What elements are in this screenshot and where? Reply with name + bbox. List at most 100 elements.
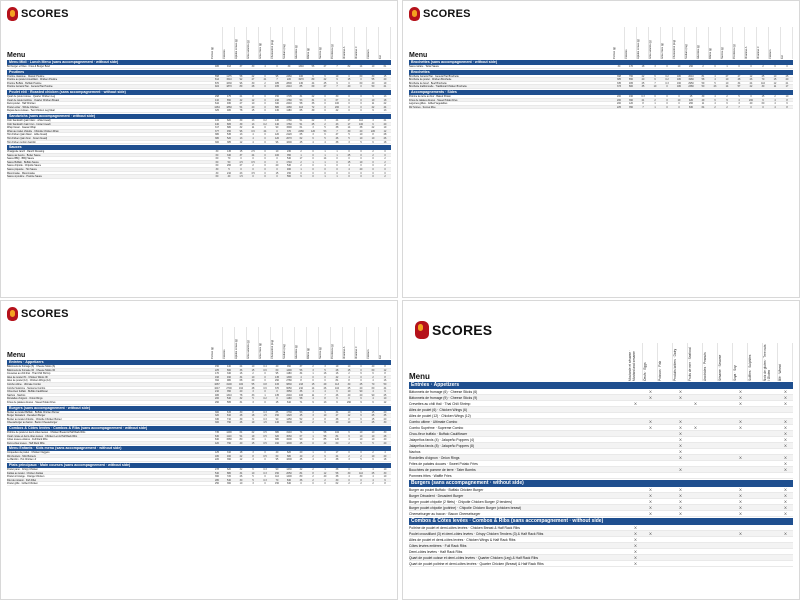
allergen-mark: X — [784, 487, 787, 492]
nutrition-value: 6 — [360, 414, 362, 418]
nutrition-value: 37 — [299, 365, 303, 368]
nutrition-value: 12 — [773, 81, 777, 85]
nutrition-value: 96 — [275, 140, 279, 144]
nutrition-value: 650 — [629, 78, 633, 82]
nutrition-value: 4 — [300, 375, 302, 379]
nutrition-value: 19 — [335, 365, 339, 368]
nutrition-value: 3200 — [286, 438, 292, 442]
item-values: 630 1110 54 19 0.5 320 3060 67 1 58 84 6 10 10 28 — [167, 435, 391, 438]
nutrition-value: 34 — [239, 471, 243, 475]
nutrition-value: 420 — [689, 98, 693, 102]
column-header: Arachides · Peanuts — [703, 343, 718, 381]
item-name: Jalapeños farcis (8) · Jalapeño Poppers … — [409, 444, 475, 448]
allergen-mark — [763, 505, 778, 510]
nutrition-value: 2 — [384, 160, 386, 164]
column-header: Moutarde et sésame · Mustard and sesame — [628, 343, 643, 381]
menu-title: Menu — [409, 52, 428, 59]
scores-logo-icon — [415, 321, 429, 339]
nutrition-value: 2950 — [688, 81, 694, 85]
nutrition-value: 102 — [335, 430, 339, 434]
column-header: Sulfites · Sulphites — [748, 343, 763, 381]
nutrition-value: 0 — [654, 94, 656, 98]
allergen-mark — [673, 407, 688, 412]
nutrition-value: 15 — [773, 78, 777, 82]
allergen-mark: X — [694, 425, 697, 430]
allergen-mark — [658, 461, 673, 466]
nutrition-value: 54 — [239, 434, 243, 438]
allergen-mark — [763, 395, 778, 400]
nutrition-value: 17 — [785, 85, 789, 89]
nutrition-value: 51 — [299, 118, 303, 122]
nutrition-value: 420 — [215, 441, 219, 445]
table-row: Côtes levées entières · Full Rack Ribs 84… — [7, 438, 391, 442]
nutrition-value: 25 — [761, 74, 765, 78]
nutrition-value: 540 — [227, 397, 231, 401]
allergen-mark — [733, 543, 748, 548]
nutrition-value: 11 — [311, 393, 315, 397]
nutrition-value: 10 — [371, 434, 375, 438]
nutrition-value: 4.5 — [239, 160, 243, 164]
nutrition-value: 3 — [252, 400, 254, 404]
nutrition-value: 650 — [227, 98, 231, 102]
nutrition-value: 0 — [348, 81, 350, 85]
nutrition-value: 30 — [359, 475, 363, 479]
nutrition-value: 4 — [312, 390, 314, 394]
nutrition-value: 10 — [347, 410, 351, 414]
column-header: Fruits de mer · Seafood — [688, 343, 703, 381]
item-name: Burger au poulet Buffalo · Buffalo Chick… — [7, 410, 60, 414]
table-row: Hot chicken (pain blanc · white bread) 38… — [7, 133, 391, 137]
allergen-mark — [628, 431, 643, 436]
nutrition-value: 2460 — [286, 74, 292, 78]
nutrition-value: 3 — [654, 65, 656, 68]
item-name: Sauce piquante · Hot Sauce — [7, 168, 37, 171]
column-header: Sucres (g) — [319, 327, 331, 359]
nutrition-value: 24 — [335, 454, 339, 458]
item-name: Sauce Buffalo · Buffalo Sauce — [7, 160, 39, 164]
column-header: Portion (g) — [211, 327, 223, 359]
nutrition-value: 280 — [215, 478, 219, 482]
nutrition-value: 390 — [629, 98, 633, 102]
allergen-mark — [688, 389, 703, 394]
allergen-mark — [703, 455, 718, 460]
allergen-mark — [763, 425, 778, 430]
nutrition-value: 220 — [371, 129, 375, 133]
item-name: Bâtonnets de fromage (6) · Cheese Sticks… — [7, 365, 56, 368]
nutrition-value: 340 — [227, 153, 231, 157]
nutrition-value: 0 — [750, 65, 752, 68]
nutrition-value: 2 — [726, 105, 728, 109]
nutrition-value: 16 — [323, 372, 327, 376]
allergen-mark — [748, 395, 763, 400]
nutrition-value: 0 — [264, 475, 266, 479]
nutrition-value: 60 — [215, 153, 219, 157]
allergen-mark — [778, 549, 793, 554]
item-values: 220 390 12 4 0 95 1600 45 4 4 38 3 5 6 18 — [167, 458, 391, 461]
nutrition-value: 1970 — [298, 78, 304, 82]
column-header: Protéines (g) — [733, 27, 745, 59]
nutrition-value: 0.3 — [263, 471, 267, 475]
allergen-mark — [688, 461, 703, 466]
nutrition-value: 8 — [324, 397, 326, 401]
nutrition-value: 80 — [299, 475, 303, 479]
table-row: Riz Scores · Scores Rice 225 350 7 1 0 0 830 64 2… — [409, 105, 793, 110]
nutrition-value: 42 — [239, 98, 243, 102]
table-row: Croquettes de poulet · Chicken Nuggets 12… — [7, 451, 391, 455]
nutrition-value: 11 — [701, 102, 705, 106]
nutrition-value: 3100 — [226, 382, 232, 386]
item-name: Ailes de poulet (12) · Chicken Wings (12… — [409, 414, 471, 418]
allergen-mark: X — [739, 401, 742, 406]
nutrition-value: 0.8 — [263, 382, 267, 386]
allergen-mark — [628, 413, 643, 418]
nutrition-value: 89 — [311, 78, 315, 82]
nutrition-value: 3.5 — [251, 171, 255, 175]
nutrition-value: 3 — [312, 410, 314, 414]
table-row: Poulet grillé · Grilled Chicken 250 360 10 3… — [7, 482, 391, 487]
allergen-mark — [733, 431, 748, 436]
allergen-mark — [718, 455, 733, 460]
nutrition-value: 0 — [372, 175, 374, 179]
allergen-mark — [733, 537, 748, 542]
nutrition-value: 2 — [372, 150, 374, 154]
nutrition-value: 300 — [215, 410, 219, 414]
allergen-mark — [673, 549, 688, 554]
